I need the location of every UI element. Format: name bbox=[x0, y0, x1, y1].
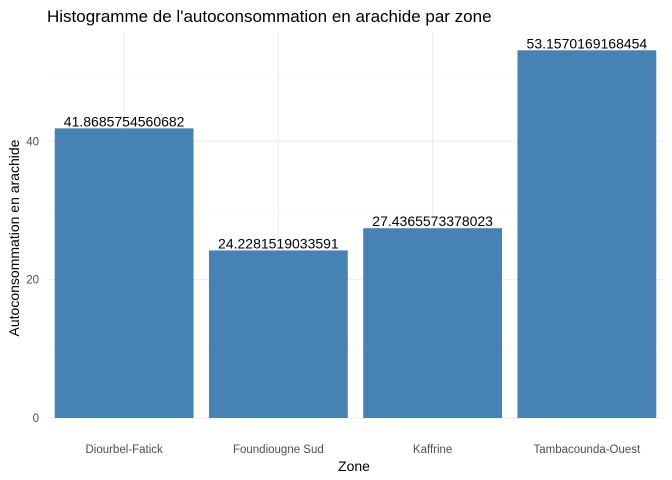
data-label: 27.4365573378023 bbox=[372, 213, 493, 229]
y-tick-label: 20 bbox=[26, 275, 39, 287]
bars bbox=[54, 50, 657, 419]
x-tick-label: Foundiougne Sud bbox=[233, 444, 324, 456]
data-label: 41.8685754560682 bbox=[64, 113, 185, 129]
bar bbox=[363, 228, 503, 418]
y-axis-ticks: 0 20 40 bbox=[26, 136, 39, 425]
bar bbox=[208, 250, 348, 418]
data-label: 24.2281519033591 bbox=[218, 235, 339, 251]
x-tick-label: Tambacounda-Ouest bbox=[533, 444, 641, 456]
y-tick-label: 40 bbox=[26, 136, 39, 148]
chart-title: Histogramme de l'autoconsommation en ara… bbox=[47, 7, 492, 26]
bar bbox=[54, 128, 194, 418]
data-labels: 41.8685754560682 24.2281519033591 27.43655… bbox=[64, 35, 648, 251]
bar bbox=[517, 50, 657, 419]
x-axis-ticks: Diourbel-Fatick Foundiougne Sud Kaffrine Ta… bbox=[85, 444, 641, 456]
x-axis-title: Zone bbox=[338, 458, 370, 474]
y-axis-title: Autoconsommation en arachide bbox=[6, 139, 22, 336]
x-tick-label: Kaffrine bbox=[413, 444, 452, 456]
x-tick-label: Diourbel-Fatick bbox=[85, 444, 163, 456]
y-tick-label: 0 bbox=[33, 413, 39, 425]
data-label: 53.1570169168454 bbox=[527, 35, 648, 51]
